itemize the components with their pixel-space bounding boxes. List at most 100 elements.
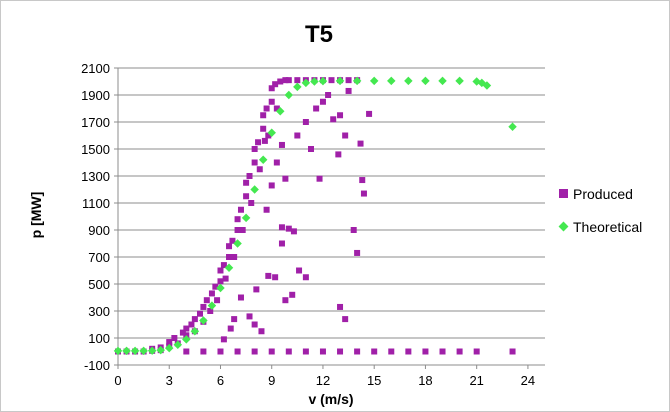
produced-point bbox=[263, 206, 270, 213]
theoretical-point bbox=[199, 316, 208, 325]
produced-point bbox=[273, 159, 280, 166]
produced-point bbox=[359, 177, 366, 184]
theoretical-point bbox=[156, 345, 165, 355]
y-tick-label: 700 bbox=[88, 250, 110, 265]
y-tick-label: 900 bbox=[88, 223, 110, 238]
produced-point bbox=[261, 137, 268, 144]
theoretical-point bbox=[182, 335, 191, 344]
chart-title: T5 bbox=[305, 21, 333, 48]
produced-point bbox=[265, 272, 272, 279]
produced-point bbox=[217, 267, 224, 274]
produced-point bbox=[282, 77, 289, 84]
produced-point bbox=[260, 125, 267, 132]
theoretical-point bbox=[387, 76, 396, 86]
theoretical-point bbox=[216, 283, 225, 293]
x-tick-label: 12 bbox=[316, 373, 330, 388]
produced-point bbox=[285, 77, 292, 84]
theoretical-point bbox=[147, 346, 157, 355]
theoretical-point bbox=[224, 263, 234, 273]
produced-point bbox=[258, 328, 265, 335]
theoretical-point bbox=[482, 81, 492, 90]
theoretical-point bbox=[258, 155, 268, 165]
produced-point bbox=[278, 240, 285, 247]
produced-point bbox=[290, 228, 297, 235]
produced-point bbox=[388, 348, 395, 355]
legend-label-produced: Produced bbox=[573, 186, 633, 202]
produced-point bbox=[255, 139, 262, 146]
produced-point bbox=[337, 112, 344, 119]
produced-point bbox=[243, 193, 250, 200]
produced-point bbox=[357, 140, 364, 147]
produced-point bbox=[337, 348, 344, 355]
produced-point bbox=[439, 348, 446, 355]
produced-point bbox=[183, 348, 190, 355]
x-tick-label: 24 bbox=[521, 373, 535, 388]
theoretical-point bbox=[508, 122, 517, 131]
produced-point bbox=[234, 216, 241, 223]
theoretical-point bbox=[207, 301, 217, 310]
produced-point bbox=[237, 206, 244, 213]
produced-point bbox=[265, 132, 272, 139]
produced-point bbox=[251, 348, 258, 355]
produced-point bbox=[166, 339, 173, 346]
theoretical-point bbox=[455, 76, 464, 86]
produced-point bbox=[294, 132, 301, 139]
produced-point bbox=[302, 274, 309, 281]
produced-point bbox=[268, 85, 275, 92]
y-axis-label: p [MW] bbox=[28, 192, 44, 239]
x-tick-label: 0 bbox=[114, 373, 121, 388]
theoretical-point bbox=[284, 90, 294, 100]
theoretical-point bbox=[233, 239, 242, 248]
x-tick-label: 18 bbox=[418, 373, 432, 388]
produced-point bbox=[345, 77, 352, 84]
axis-layer: -100 100 300 500 700 900 1100 1300 1500 1700 1900 2… bbox=[81, 61, 535, 388]
y-tick-label: 300 bbox=[88, 304, 110, 319]
produced-point bbox=[268, 98, 275, 105]
theoretical-point bbox=[301, 78, 311, 88]
produced-point bbox=[335, 151, 342, 158]
produced-point bbox=[246, 313, 253, 320]
produced-point bbox=[277, 78, 284, 85]
produced-point bbox=[473, 348, 480, 355]
theoretical-series bbox=[113, 76, 517, 356]
produced-point bbox=[289, 291, 296, 298]
theoretical-point bbox=[113, 346, 123, 356]
produced-point bbox=[366, 110, 373, 117]
y-tick-label: -100 bbox=[84, 358, 110, 373]
y-tick-label: 1500 bbox=[81, 142, 110, 157]
produced-point bbox=[220, 336, 227, 343]
produced-point bbox=[272, 81, 279, 88]
produced-point bbox=[354, 348, 361, 355]
theoretical-point bbox=[404, 76, 413, 86]
produced-point bbox=[302, 348, 309, 355]
produced-point bbox=[308, 146, 315, 152]
produced-point bbox=[345, 87, 352, 94]
produced-point bbox=[313, 105, 320, 112]
y-tick-label: 1700 bbox=[81, 115, 110, 130]
produced-point bbox=[278, 141, 285, 148]
produced-point bbox=[273, 105, 280, 112]
produced-point bbox=[253, 286, 260, 293]
produced-point bbox=[251, 146, 258, 152]
produced-point bbox=[191, 316, 198, 323]
x-tick-label: 15 bbox=[367, 373, 381, 388]
produced-point bbox=[251, 321, 258, 328]
produced-point bbox=[285, 225, 292, 232]
produced-point bbox=[243, 179, 250, 186]
produced-point bbox=[296, 267, 303, 274]
produced-point bbox=[222, 275, 229, 282]
produced-point bbox=[226, 254, 233, 260]
produced-point bbox=[405, 348, 412, 355]
produced-point bbox=[226, 243, 233, 250]
theoretical-point bbox=[241, 213, 251, 223]
produced-point bbox=[319, 348, 326, 355]
produced-point bbox=[200, 303, 207, 310]
produced-point bbox=[246, 173, 253, 179]
y-tick-label: 1100 bbox=[82, 196, 110, 211]
produced-point bbox=[212, 283, 219, 290]
legend-swatch-theoretical bbox=[558, 221, 569, 232]
produced-point bbox=[234, 227, 241, 233]
produced-point bbox=[456, 348, 463, 355]
produced-point bbox=[285, 348, 292, 355]
